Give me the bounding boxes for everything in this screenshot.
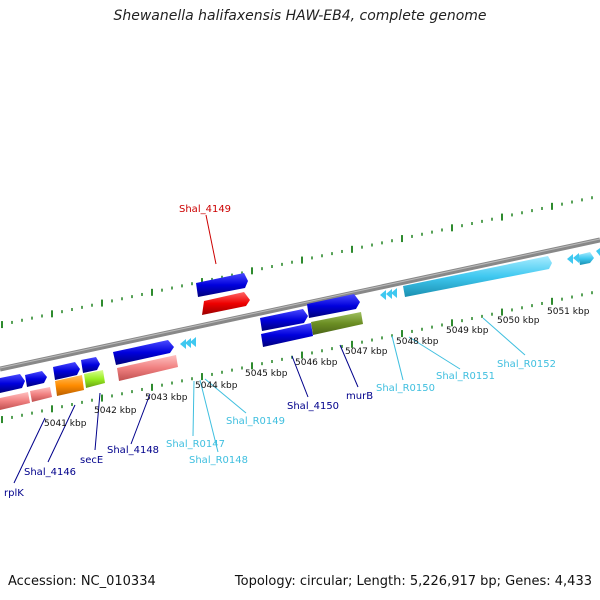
gene-arrow — [81, 357, 100, 373]
gene-label-secE[interactable]: secE — [80, 455, 103, 466]
gene-arrow — [307, 294, 360, 318]
gene-label-shal-r0150[interactable]: Shal_R0150 — [376, 383, 435, 394]
scale-label: 5044 kbp — [195, 381, 238, 391]
rna-arrowheads — [180, 248, 600, 349]
gene-label-shal-4150[interactable]: Shal_4150 — [287, 401, 339, 412]
scale-label: 5043 kbp — [145, 393, 188, 403]
scale-labels: 5041 kbp 5042 kbp 5043 kbp 5044 kbp 5045… — [44, 307, 590, 429]
gene-arrow — [84, 370, 105, 388]
upper-tick-row — [1, 196, 593, 329]
scale-label: 5050 kbp — [497, 316, 540, 326]
gene-arrow — [403, 256, 552, 297]
gene-label-shal-4148[interactable]: Shal_4148 — [107, 445, 159, 456]
scale-label: 5042 kbp — [94, 406, 137, 416]
upper-gene-track — [0, 252, 594, 393]
lower-tick-row — [1, 291, 593, 424]
gene-label-shal-4146[interactable]: Shal_4146 — [24, 467, 76, 478]
gene-label-shal-r0149[interactable]: Shal_R0149 — [226, 416, 285, 427]
gene-label-shal-r0151[interactable]: Shal_R0151 — [436, 371, 495, 382]
accession-label: Accession: NC_010334 — [8, 574, 156, 589]
gene-label-shal-r0152[interactable]: Shal_R0152 — [497, 359, 556, 370]
gene-arrow — [260, 309, 308, 331]
scale-label: 5049 kbp — [446, 326, 489, 336]
gene-label-shal-r0147[interactable]: Shal_R0147 — [166, 439, 225, 450]
scale-label: 5047 kbp — [345, 347, 388, 357]
gene-arrow — [311, 312, 363, 335]
gene-arrow — [0, 374, 25, 393]
gene-arrow — [25, 371, 47, 387]
gene-label-rplK[interactable]: rplK — [4, 488, 24, 499]
gene-arrow — [30, 387, 52, 402]
scale-label: 5051 kbp — [547, 307, 590, 317]
genome-backbone — [0, 237, 600, 372]
gene-label-murB[interactable]: murB — [346, 391, 373, 402]
gene-arrow — [0, 392, 30, 410]
gene-arrow — [53, 362, 80, 380]
gene-arrow — [202, 292, 250, 315]
scale-label: 5048 kbp — [396, 337, 439, 347]
scale-label: 5045 kbp — [245, 369, 288, 379]
genome-info-label: Topology: circular; Length: 5,226,917 bp… — [234, 574, 592, 589]
gene-arrow — [55, 375, 84, 396]
gene-arrow — [261, 323, 313, 347]
gene-arrow — [117, 355, 178, 381]
gene-label-shal-4149[interactable]: Shal_4149 — [179, 204, 231, 215]
scale-label: 5046 kbp — [295, 358, 338, 368]
gene-arrow — [113, 340, 174, 365]
label-leader-lines — [13, 214, 526, 484]
gene-arrow — [578, 252, 594, 265]
gene-label-shal-r0148[interactable]: Shal_R0148 — [189, 455, 248, 466]
scale-label: 5041 kbp — [44, 419, 87, 429]
genome-title: Shewanella halifaxensis HAW-EB4, complet… — [113, 8, 487, 24]
gene-labels: rplK Shal_4146 secE Shal_4148 Shal_R0147… — [4, 204, 556, 499]
genome-backbone-highlight — [0, 238, 600, 369]
lower-gene-track — [0, 292, 363, 410]
gene-arrow — [196, 273, 248, 297]
